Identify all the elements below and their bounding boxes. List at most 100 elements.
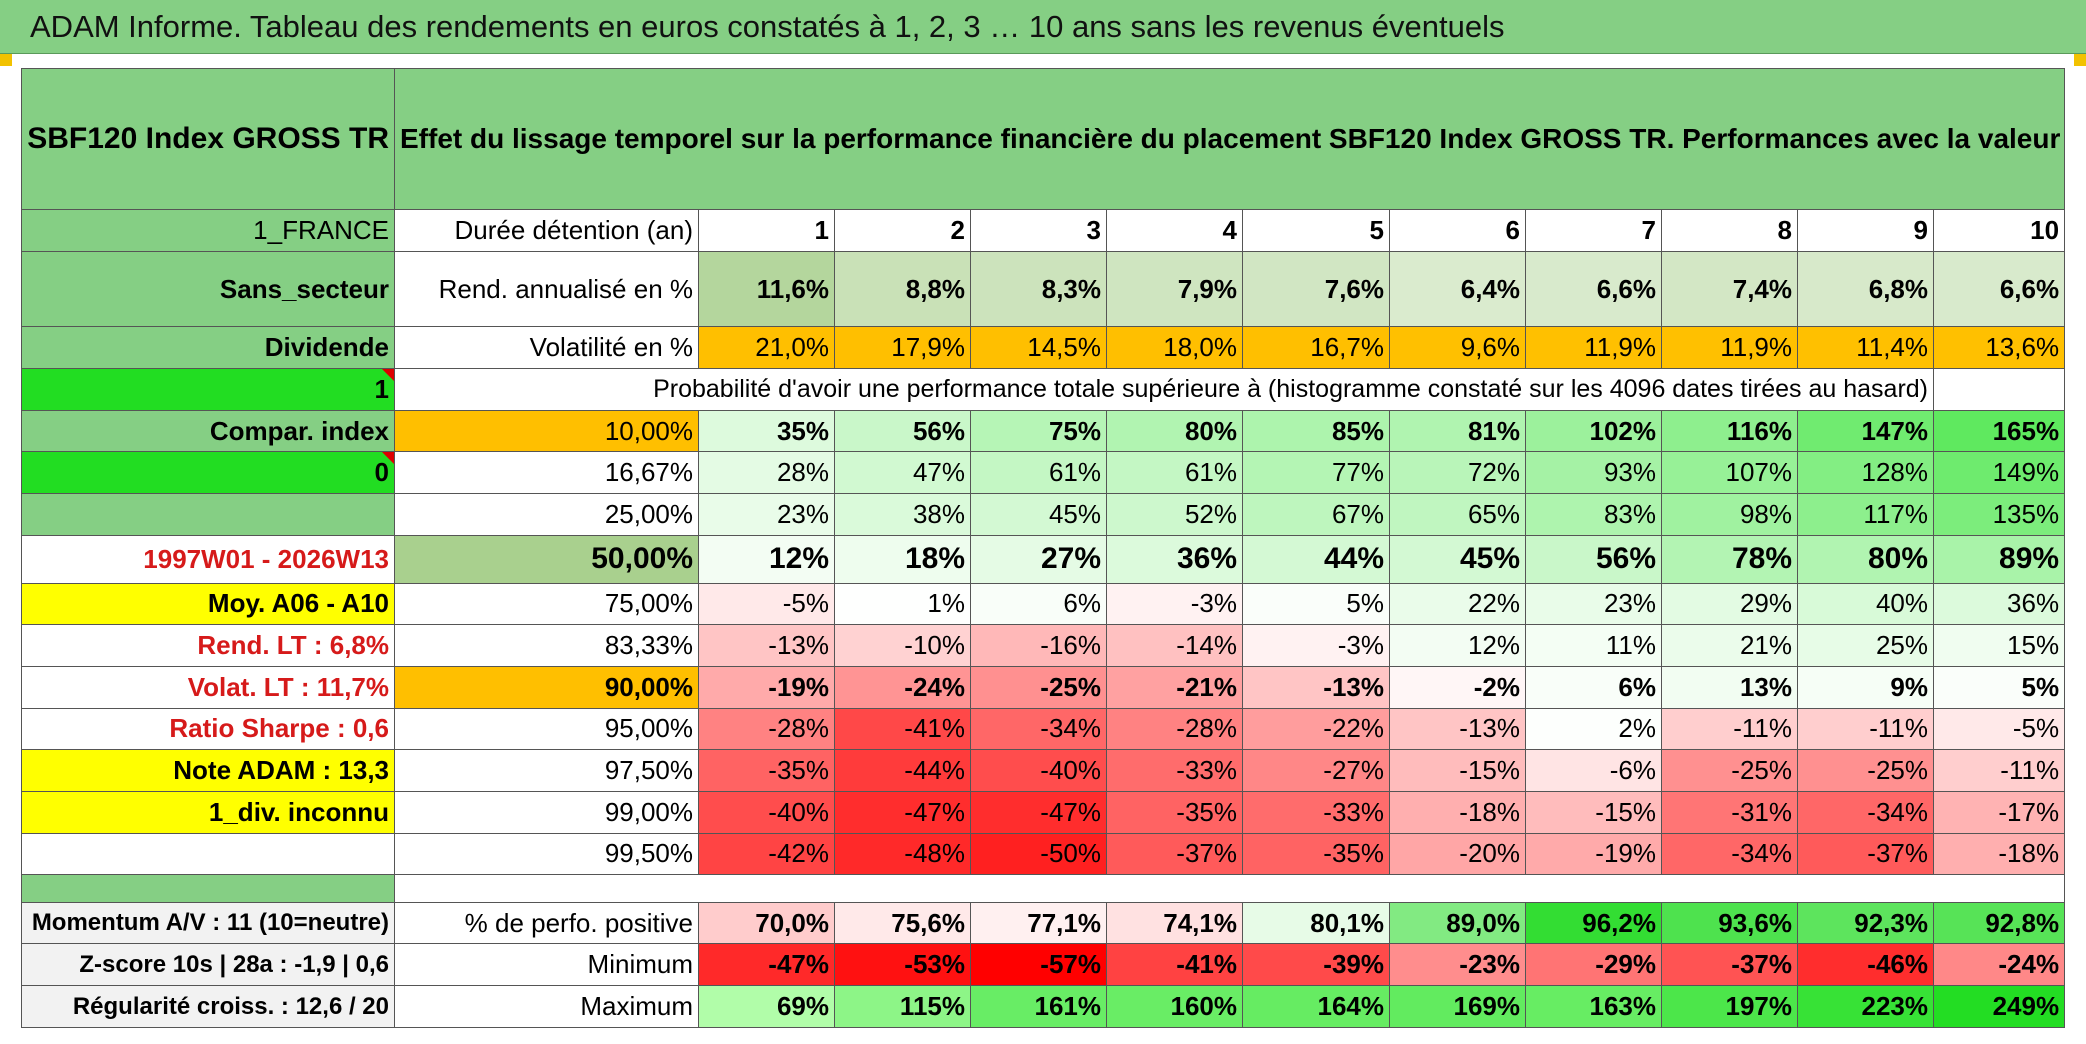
maximum-cell: 115% (834, 985, 971, 1028)
volatility-cell: 11,9% (1661, 326, 1798, 369)
percentile-label: 75,00% (394, 582, 699, 626)
percentile-value-cell: 35% (698, 409, 835, 453)
percentile-value-cell: 56% (1525, 534, 1662, 584)
percentile-value-cell: 27% (970, 534, 1107, 584)
percentile-value-cell: -14% (1106, 624, 1243, 667)
percentile-value-cell: 135% (1932, 493, 2066, 536)
positive-perf-cell: 74,1% (1106, 901, 1243, 945)
minimum-cell: -24% (1932, 943, 2066, 987)
percentile-value-cell: 52% (1106, 493, 1243, 536)
percentile-value-cell: -42% (698, 832, 835, 876)
maximum-cell: 197% (1661, 985, 1798, 1028)
percentile-value-cell: -28% (1106, 707, 1243, 751)
positive-perf-cell: 80,1% (1242, 901, 1390, 945)
annual-return-cell: 6,6% (1932, 251, 2066, 328)
percentile-value-cell: -40% (698, 790, 835, 834)
percentile-value-cell: 165% (1932, 409, 2066, 453)
percentile-value-cell: 85% (1242, 409, 1390, 453)
sharpe-label: Ratio Sharpe : 0,6 (21, 707, 395, 751)
percentile-value-cell: 18% (834, 534, 971, 584)
selector-zero[interactable]: 0 (21, 451, 395, 495)
percentile-value-cell: -11% (1661, 707, 1798, 751)
percentile-value-cell: -47% (970, 790, 1107, 834)
volatility-cell: 11,4% (1797, 326, 1934, 369)
volatility-cell: 11,9% (1525, 326, 1662, 369)
selector-one[interactable]: 1 (21, 367, 395, 411)
percentile-value-cell: -41% (834, 707, 971, 751)
minimum-cell: -57% (970, 943, 1107, 987)
dividend-label: Dividende (21, 326, 395, 369)
percentile-value-cell: 6% (1525, 665, 1662, 709)
percentile-value-cell: -17% (1932, 790, 2066, 834)
percentile-value-cell: -13% (698, 624, 835, 667)
country-label: 1_FRANCE (21, 209, 395, 253)
percentile-value-cell: 149% (1932, 451, 2066, 495)
percentile-label: 99,50% (394, 832, 699, 876)
minimum-cell: -39% (1242, 943, 1390, 987)
percentile-label: 83,33% (394, 624, 699, 667)
percentile-value-cell: -35% (1242, 832, 1390, 876)
percentile-value-cell: 147% (1797, 409, 1934, 453)
percentile-value-cell: 81% (1389, 409, 1526, 453)
maximum-cell: 249% (1932, 985, 2066, 1028)
percentile-value-cell: 15% (1932, 624, 2066, 667)
annual-return-cell: 7,4% (1661, 251, 1798, 328)
percentile-label: 10,00% (394, 409, 699, 453)
percentile-value-cell: -35% (1106, 790, 1243, 834)
percentile-value-cell: -50% (970, 832, 1107, 876)
index-name: SBF120 Index GROSS TR (21, 67, 395, 211)
percentile-value-cell: -15% (1525, 790, 1662, 834)
percentile-value-cell: -37% (1106, 832, 1243, 876)
percentile-value-cell: -24% (834, 665, 971, 709)
percentile-value-cell: -13% (1242, 665, 1390, 709)
annual-return-cell: 6,4% (1389, 251, 1526, 328)
percentile-value-cell: -3% (1242, 624, 1390, 667)
annual-return-cell: 7,9% (1106, 251, 1243, 328)
duration-header: 8 (1661, 209, 1798, 253)
percentile-value-cell: 102% (1525, 409, 1662, 453)
duration-header: 7 (1525, 209, 1662, 253)
percentile-value-cell: 107% (1661, 451, 1798, 495)
percentile-value-cell: -47% (834, 790, 971, 834)
corner-marker (2074, 54, 2086, 66)
percentile-value-cell: -3% (1106, 582, 1243, 626)
maximum-cell: 164% (1242, 985, 1390, 1028)
percentile-value-cell: 44% (1242, 534, 1390, 584)
annual-return-cell: 6,6% (1525, 251, 1662, 328)
minimum-cell: -29% (1525, 943, 1662, 987)
percentile-value-cell: 6% (970, 582, 1107, 626)
percentile-value-cell: -34% (970, 707, 1107, 751)
regularity-label: Régularité croiss. : 12,6 / 20 (21, 985, 395, 1028)
duration-header: 9 (1797, 209, 1934, 253)
percentile-value-cell: 12% (698, 534, 835, 584)
percentile-value-cell: -5% (1932, 707, 2066, 751)
percentile-value-cell: -33% (1106, 749, 1243, 792)
percentile-label: 97,50% (394, 749, 699, 792)
positive-perf-cell: 92,8% (1932, 901, 2066, 945)
volatility-cell: 18,0% (1106, 326, 1243, 369)
percentile-value-cell: 23% (698, 493, 835, 536)
percentile-value-cell: -18% (1389, 790, 1526, 834)
percentile-label: 50,00% (394, 534, 699, 584)
percentile-value-cell: 98% (1661, 493, 1798, 536)
percentile-value-cell: 47% (834, 451, 971, 495)
percentile-value-cell: -48% (834, 832, 971, 876)
report-banner: ADAM Informe. Tableau des rendements en … (0, 0, 2086, 54)
percentile-value-cell: 93% (1525, 451, 1662, 495)
volat-lt-label: Volat. LT : 11,7% (21, 665, 395, 709)
positive-perf-cell: 89,0% (1389, 901, 1526, 945)
percentile-value-cell: 5% (1932, 665, 2066, 709)
minimum-cell: -53% (834, 943, 971, 987)
duration-header: 3 (970, 209, 1107, 253)
sector-label: Sans_secteur (21, 251, 395, 328)
moy-label: Moy. A06 - A10 (21, 582, 395, 626)
percentile-value-cell: 56% (834, 409, 971, 453)
percentile-value-cell: 116% (1661, 409, 1798, 453)
percentile-value-cell: -40% (970, 749, 1107, 792)
maximum-cell: 169% (1389, 985, 1526, 1028)
percentile-value-cell: -44% (834, 749, 971, 792)
percentile-value-cell: 25% (1797, 624, 1934, 667)
percentile-value-cell: -19% (698, 665, 835, 709)
percentile-value-cell: 72% (1389, 451, 1526, 495)
positive-perf-label: % de perfo. positive (394, 901, 699, 945)
